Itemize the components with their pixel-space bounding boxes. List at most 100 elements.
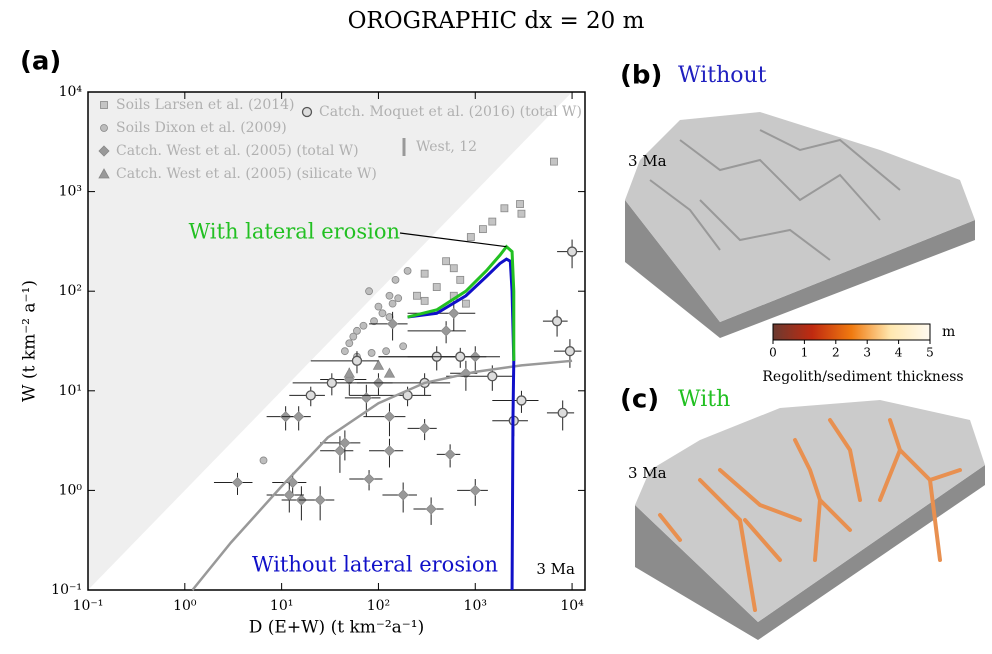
terrain-b	[625, 112, 975, 338]
point	[231, 476, 244, 489]
colorbar-unit: m	[942, 324, 955, 340]
one-to-one-region	[88, 92, 573, 590]
time-label: 3 Ma	[628, 464, 667, 482]
panel-label: (a)	[20, 47, 61, 77]
point	[442, 257, 451, 266]
point	[516, 395, 527, 406]
point	[487, 371, 498, 382]
point	[500, 204, 509, 213]
point	[432, 283, 441, 291]
point	[455, 351, 466, 362]
point	[517, 209, 526, 218]
legend-label: Catch. Moquet et al. (2016) (total W)	[319, 104, 582, 120]
colorbar-tick-label: 4	[895, 346, 903, 360]
legend-marker	[98, 145, 110, 157]
line	[407, 244, 516, 361]
panel-label: (c)	[620, 385, 659, 415]
point	[367, 349, 376, 357]
point	[397, 489, 409, 501]
point	[388, 299, 397, 308]
point	[488, 217, 497, 226]
panel-name: With	[678, 387, 730, 412]
point	[305, 390, 316, 401]
point	[479, 225, 487, 234]
point	[334, 445, 346, 457]
colorbar-tick-label: 0	[769, 346, 777, 360]
point	[349, 332, 358, 341]
line-label: With lateral erosion	[189, 220, 400, 244]
point	[469, 484, 481, 496]
point	[259, 456, 268, 465]
series: Catch. West et al. (2005) (total W)	[98, 143, 500, 525]
point	[419, 422, 431, 434]
time-annotation: 3 Ma	[536, 560, 575, 578]
line	[407, 257, 516, 591]
annotation-leader	[399, 232, 507, 248]
x-tick-label: 10²	[367, 598, 390, 614]
colorbar	[772, 323, 931, 341]
point	[461, 299, 470, 308]
point	[293, 411, 305, 423]
point	[564, 346, 576, 357]
point	[391, 275, 400, 284]
colorbar-tick-label: 1	[801, 346, 809, 360]
point	[566, 246, 578, 257]
y-tick-label: 10²	[59, 283, 82, 299]
legend-label: Soils Larsen et al. (2014)	[116, 97, 295, 113]
colorbar-label: Regolith/sediment thickness	[762, 369, 963, 385]
plot-frame	[87, 91, 586, 591]
point	[444, 448, 456, 460]
line	[191, 359, 573, 591]
legend-marker	[301, 106, 313, 118]
point	[283, 489, 295, 501]
x-tick-label: 10⁰	[173, 598, 197, 614]
x-tick-label: 10⁻¹	[73, 598, 104, 614]
x-tick-label: 10³	[464, 598, 487, 614]
point	[382, 347, 391, 356]
point	[403, 266, 412, 275]
y-tick-label: 10³	[59, 184, 82, 200]
point	[456, 275, 465, 284]
point	[339, 437, 351, 449]
colorbar-tick-label: 2	[832, 346, 840, 360]
point	[326, 377, 337, 389]
point	[363, 473, 375, 485]
series: West, 12	[402, 138, 477, 156]
point	[387, 318, 399, 330]
time-label: 3 Ma	[628, 152, 667, 170]
series: Soils Larsen et al. (2014)	[100, 97, 558, 308]
point	[353, 326, 361, 335]
legend-label: Catch. West et al. (2005) (total W)	[116, 143, 359, 159]
y-tick-label: 10¹	[59, 383, 82, 399]
colorbar-tick-label: 3	[863, 346, 871, 360]
y-tick-label: 10⁰	[59, 482, 83, 498]
x-axis-label: D (E+W) (t km⁻²a⁻¹)	[249, 618, 424, 638]
point	[383, 445, 396, 457]
panel-label: (b)	[620, 61, 662, 91]
series: Soils Dixon et al. (2009)	[100, 120, 412, 465]
point	[340, 347, 349, 356]
point	[449, 264, 458, 273]
y-axis-label: W (t km⁻² a⁻¹)	[20, 280, 40, 402]
point	[385, 291, 394, 300]
colorbar-tick-label: 5	[926, 346, 934, 360]
point	[394, 294, 403, 303]
point	[378, 309, 387, 318]
legend-marker	[98, 168, 110, 179]
point	[383, 367, 396, 378]
point	[420, 269, 429, 278]
point	[383, 411, 396, 423]
point	[314, 494, 326, 506]
point	[374, 302, 383, 311]
point	[370, 317, 378, 326]
point	[351, 355, 363, 366]
legend-marker	[100, 101, 108, 109]
point	[551, 316, 563, 327]
terrain-c	[635, 400, 985, 640]
figure-title: OROGRAPHIC dx = 20 m	[348, 8, 645, 34]
point	[345, 339, 354, 348]
point	[550, 157, 558, 166]
x-tick-label: 10⁴	[560, 598, 584, 614]
line-label: Without lateral erosion	[252, 553, 498, 577]
legend-marker	[100, 124, 108, 132]
